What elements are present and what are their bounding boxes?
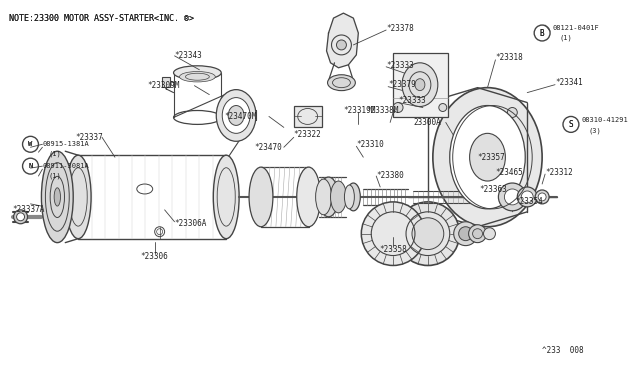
Ellipse shape (470, 133, 506, 181)
Ellipse shape (508, 108, 517, 118)
Text: *23337A: *23337A (13, 205, 45, 214)
Text: *23319M: *23319M (344, 106, 376, 115)
Text: *23380: *23380 (376, 171, 404, 180)
Text: *23322: *23322 (294, 130, 321, 139)
Text: *23470M: *23470M (224, 112, 257, 121)
Ellipse shape (450, 106, 525, 209)
Text: *23341: *23341 (555, 78, 583, 87)
Ellipse shape (222, 97, 250, 133)
Ellipse shape (468, 225, 486, 243)
Bar (294, 106, 321, 127)
Ellipse shape (249, 167, 273, 227)
Circle shape (396, 202, 460, 266)
Ellipse shape (521, 191, 533, 203)
Text: 08121-0401F: 08121-0401F (552, 25, 599, 31)
Text: (1): (1) (49, 173, 61, 179)
Text: *23309M: *23309M (148, 81, 180, 90)
Circle shape (412, 218, 444, 250)
Ellipse shape (297, 167, 321, 227)
Text: W: W (28, 141, 33, 147)
Text: 23300A: 23300A (413, 118, 441, 127)
Ellipse shape (535, 190, 549, 204)
Ellipse shape (393, 103, 403, 112)
Text: *23312: *23312 (545, 168, 573, 177)
Ellipse shape (499, 183, 526, 211)
Text: (1): (1) (49, 151, 61, 157)
Ellipse shape (483, 228, 495, 240)
Text: (3): (3) (589, 127, 602, 134)
Text: *23379: *23379 (388, 80, 416, 89)
Ellipse shape (454, 222, 477, 246)
Ellipse shape (228, 106, 244, 125)
Ellipse shape (179, 71, 215, 82)
Text: N: N (28, 163, 33, 169)
Text: *23306A: *23306A (175, 219, 207, 228)
Ellipse shape (459, 227, 472, 241)
Text: *23318: *23318 (495, 53, 523, 62)
Text: *23338M: *23338M (366, 106, 399, 115)
Text: *23354: *23354 (515, 198, 543, 206)
Ellipse shape (319, 177, 339, 217)
Ellipse shape (439, 103, 447, 112)
Text: S: S (568, 120, 573, 129)
Text: *23465: *23465 (495, 168, 523, 177)
Ellipse shape (316, 179, 332, 215)
Text: 08911-3081A: 08911-3081A (42, 163, 89, 169)
Text: *23378: *23378 (386, 23, 414, 32)
Text: B: B (540, 29, 545, 38)
Ellipse shape (402, 63, 438, 106)
Text: *23343: *23343 (175, 51, 202, 60)
Text: (1): (1) (559, 35, 572, 41)
Ellipse shape (517, 187, 537, 207)
Ellipse shape (216, 90, 256, 141)
Text: *23333: *23333 (398, 96, 426, 105)
Bar (162, 77, 170, 87)
Text: 08915-1381A: 08915-1381A (42, 141, 89, 147)
Text: N: N (28, 163, 33, 169)
Text: *23306: *23306 (141, 252, 168, 261)
Ellipse shape (17, 213, 24, 221)
Text: 08310-41291: 08310-41291 (582, 118, 628, 124)
Circle shape (337, 40, 346, 50)
Text: B: B (540, 29, 545, 38)
Ellipse shape (42, 151, 73, 243)
Text: *23470: *23470 (254, 143, 282, 152)
Text: W: W (28, 141, 33, 147)
Text: NOTE:23300 MOTOR ASSY-STARTER<INC. ®>: NOTE:23300 MOTOR ASSY-STARTER<INC. ®> (9, 14, 194, 23)
Ellipse shape (415, 79, 425, 91)
Text: NOTE:23300 MOTOR ASSY-STARTER<INC. ®>: NOTE:23300 MOTOR ASSY-STARTER<INC. ®> (9, 14, 194, 23)
Ellipse shape (346, 183, 360, 211)
Ellipse shape (538, 193, 546, 201)
Text: *23337: *23337 (76, 133, 103, 142)
Polygon shape (326, 13, 358, 68)
Ellipse shape (65, 155, 91, 239)
Ellipse shape (433, 88, 542, 227)
Text: *23358: *23358 (380, 245, 407, 254)
Text: *23363: *23363 (479, 186, 508, 195)
Ellipse shape (54, 188, 61, 206)
Text: S: S (568, 120, 573, 129)
Text: ^233  008: ^233 008 (542, 346, 584, 355)
Text: *23310: *23310 (356, 140, 384, 149)
Ellipse shape (213, 155, 239, 239)
Ellipse shape (330, 181, 346, 213)
Ellipse shape (328, 75, 355, 91)
Text: *23333: *23333 (386, 61, 414, 70)
Circle shape (362, 202, 425, 266)
Text: *23357: *23357 (477, 153, 506, 162)
Ellipse shape (472, 229, 483, 239)
Ellipse shape (173, 66, 221, 80)
Ellipse shape (13, 210, 28, 224)
Ellipse shape (504, 189, 520, 205)
Ellipse shape (344, 185, 355, 209)
Bar (393, 53, 448, 118)
